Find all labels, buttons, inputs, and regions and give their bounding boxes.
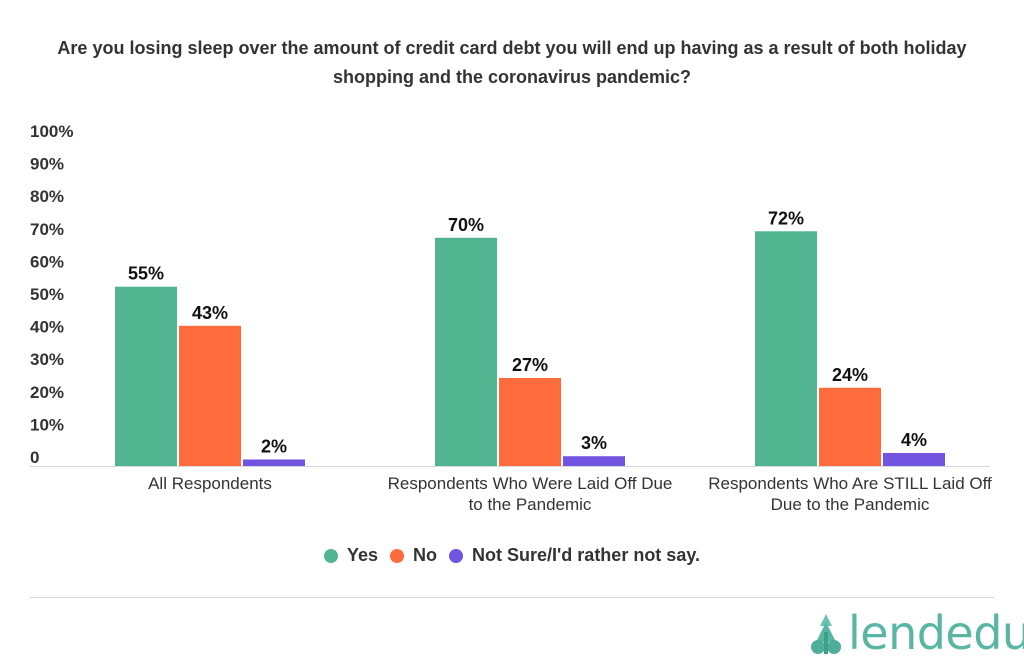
bar [755,231,817,466]
legend-label: Yes [346,545,379,565]
data-label: 4% [901,430,927,450]
bar [243,459,305,466]
data-label: 24% [832,365,868,385]
data-label: 27% [512,355,548,375]
bar [179,325,241,466]
bar [435,237,497,466]
x-tick-label: All Respondents [148,474,272,493]
y-tick-label: 100% [30,122,73,141]
legend-swatch [323,548,338,563]
bar [499,377,561,466]
y-tick-label: 20% [30,383,64,402]
legend-item: No [390,545,437,566]
y-tick-label: 40% [30,318,64,337]
y-tick-label: 30% [30,350,64,369]
logo-text: lendedu [848,606,1024,660]
data-label: 3% [581,433,607,453]
x-tick-label: Respondents Who Are STILL Laid Off [708,474,992,493]
bar [563,456,625,466]
legend-label: Not Sure/I'd rather not say. [472,545,701,565]
divider [30,597,994,598]
y-tick-label: 10% [30,415,64,434]
data-label: 70% [448,215,484,235]
legend-label: No [413,545,438,565]
bar [883,452,945,466]
y-tick-label: 60% [30,252,64,271]
y-axis: 0 10% 20% 30% 40% 50% 60% 70% 80% 90% 100% [30,122,73,467]
x-axis: All Respondents Respondents Who Were Laid… [148,474,992,514]
y-tick-label: 50% [30,285,64,304]
data-label: 43% [192,303,228,323]
data-label: 55% [128,264,164,284]
legend-item: Not Sure/I'd rather not say. [449,545,700,566]
lendedu-logo: lendedu [806,610,1024,656]
tree-icon [811,614,841,654]
legend: Yes No Not Sure/I'd rather not say. [0,545,1024,566]
bars [115,231,945,466]
y-tick-label: 0 [30,448,39,467]
data-labels: 55% 43% 2% 70% 27% 3% 72% 24% 4% [128,208,927,456]
y-tick-label: 80% [30,187,64,206]
legend-item: Yes [323,545,379,566]
bar [819,387,881,466]
y-tick-label: 70% [30,220,64,239]
legend-swatch [449,548,464,563]
x-tick-label: Respondents Who Were Laid Off Due [388,474,673,493]
legend-swatch [390,548,405,563]
x-tick-label: Due to the Pandemic [771,495,930,514]
bar-chart: 0 10% 20% 30% 40% 50% 60% 70% 80% 90% 100% 55% 43% 2… [30,122,992,514]
x-tick-label: to the Pandemic [469,495,592,514]
y-tick-label: 90% [30,155,64,174]
data-label: 2% [261,436,287,456]
chart-title: Are you losing sleep over the amount of … [57,38,967,87]
data-label: 72% [768,208,804,228]
bar [115,286,177,466]
